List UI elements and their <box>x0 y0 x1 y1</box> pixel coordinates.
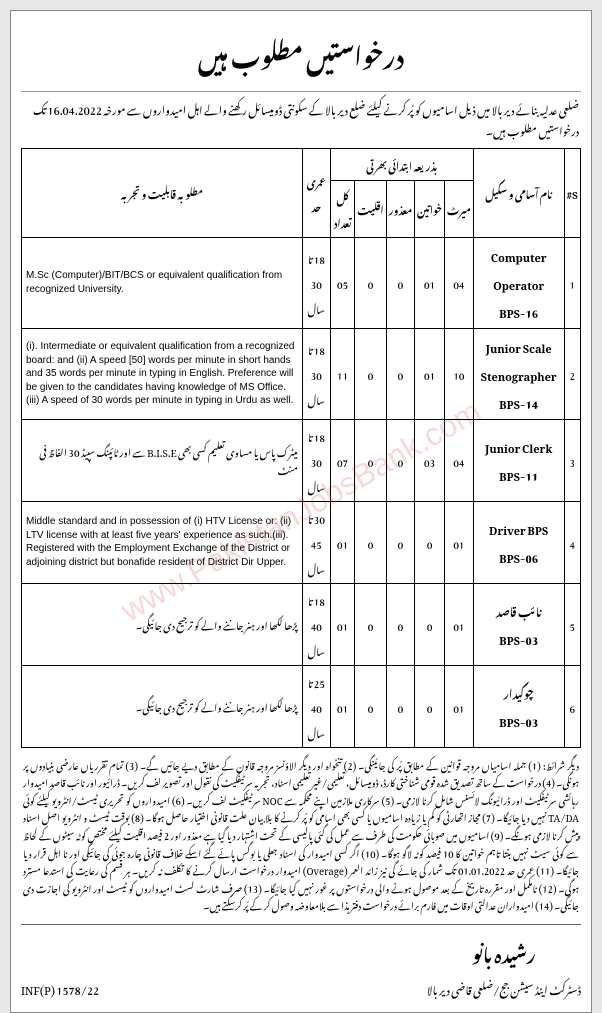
cell-post: Driver BPSBPS-06 <box>473 501 564 583</box>
col-women: خواتین <box>415 180 445 237</box>
col-merit: میرٹ <box>445 180 474 237</box>
table-row: 4Driver BPSBPS-06010000130 تا 45 سالMidd… <box>22 501 581 583</box>
intro-text: ضلعی عدلیہ بنائے دیر بالا میں ذیل اسامیو… <box>21 92 581 148</box>
cell-disabled: 0 <box>386 237 415 328</box>
cell-merit: 04 <box>445 419 474 501</box>
footer: رشیدہ بانو ڈسٹرکٹ اینڈ سیشن جج/ضلعی قاضی… <box>21 924 581 1002</box>
cell-sn: 5 <box>564 583 580 665</box>
cell-qual: پڑھا لکھا اور ہنر جاننے والے کو ترجیح دی… <box>22 583 303 665</box>
cell-total: 11 <box>330 328 355 419</box>
cell-sn: 4 <box>564 501 580 583</box>
cell-qual: M.Sc (Computer)/BIT/BCS or equivalent qu… <box>22 237 303 328</box>
reference-number: INF(P) 1578/22 <box>21 974 99 1002</box>
cell-women: 0 <box>415 583 445 665</box>
cell-disabled: 0 <box>386 665 415 747</box>
cell-post: Junior Scale StenographerBPS-14 <box>473 328 564 419</box>
col-minority: اقلیت <box>355 180 386 237</box>
col-disabled: معذور <box>386 180 415 237</box>
cell-age: 18 تا 30 سال <box>302 419 330 501</box>
cell-qual: پڑھا لکھا اور ہنر جاننے والے کو ترجیح دی… <box>22 665 303 747</box>
cell-qual: (i). Intermediate or equivalent qualific… <box>22 328 303 419</box>
table-row: 2Junior Scale StenographerBPS-1410010011… <box>22 328 581 419</box>
cell-women: 0 <box>415 665 445 747</box>
cell-post: Junior ClerkBPS-11 <box>473 419 564 501</box>
cell-sn: 2 <box>564 328 580 419</box>
col-sn: S# <box>564 148 580 237</box>
cell-disabled: 0 <box>386 328 415 419</box>
col-total: کل تعداد <box>330 180 355 237</box>
table-row: 3Junior ClerkBPS-110403000718 تا 30 سالم… <box>22 419 581 501</box>
vacancy-table: S# نام آسامی و سکیل بذریعہ ابتدائی بھرتی… <box>21 148 581 748</box>
table-row: 5نائب قاصدBPS-03010000118 تا 40 سالپڑھا … <box>22 583 581 665</box>
cell-age: 18 تا 30 سال <box>302 328 330 419</box>
cell-merit: 10 <box>445 328 474 419</box>
cell-merit: 01 <box>445 665 474 747</box>
cell-merit: 01 <box>445 501 474 583</box>
cell-disabled: 0 <box>386 583 415 665</box>
col-qual: مطلوبہ قابلیت و تجربہ <box>22 148 303 237</box>
signature-block: رشیدہ بانو ڈسٹرکٹ اینڈ سیشن جج/ضلعی قاضی… <box>427 929 581 1002</box>
cell-minority: 0 <box>355 419 386 501</box>
cell-age: 25 تا 40 سال <box>302 665 330 747</box>
signatory-name: رشیدہ بانو <box>427 929 581 974</box>
cell-disabled: 0 <box>386 419 415 501</box>
cell-qual: میٹرک پاس یا مساوی تعلیم کسی بھی B.I.S.E… <box>22 419 303 501</box>
cell-sn: 3 <box>564 419 580 501</box>
cell-minority: 0 <box>355 237 386 328</box>
col-age: عمری حد <box>302 148 330 237</box>
table-row: 1Computer OperatorBPS-160401000518 تا 30… <box>22 237 581 328</box>
document: www.PakistanJobsBank.com درخواستیں مطلوب… <box>10 10 592 1013</box>
cell-women: 0 <box>415 501 445 583</box>
cell-disabled: 0 <box>386 501 415 583</box>
cell-merit: 01 <box>445 583 474 665</box>
cell-women: 03 <box>415 419 445 501</box>
terms-text: دیگر شرائط: (1) جملہ اسامیاں مروجہ قوانی… <box>21 748 581 920</box>
cell-women: 01 <box>415 328 445 419</box>
signatory-title: ڈسٹرکٹ اینڈ سیشن جج/ضلعی قاضی دیر بالا <box>427 974 581 1002</box>
cell-total: 05 <box>330 237 355 328</box>
cell-total: 01 <box>330 665 355 747</box>
cell-age: 30 تا 45 سال <box>302 501 330 583</box>
col-recruit-group: بذریعہ ابتدائی بھرتی <box>330 148 473 180</box>
cell-minority: 0 <box>355 583 386 665</box>
cell-sn: 6 <box>564 665 580 747</box>
col-post: نام آسامی و سکیل <box>473 148 564 237</box>
cell-age: 18 تا 30 سال <box>302 237 330 328</box>
cell-minority: 0 <box>355 665 386 747</box>
cell-age: 18 تا 40 سال <box>302 583 330 665</box>
cell-sn: 1 <box>564 237 580 328</box>
cell-total: 07 <box>330 419 355 501</box>
cell-total: 01 <box>330 501 355 583</box>
cell-post: Computer OperatorBPS-16 <box>473 237 564 328</box>
cell-women: 01 <box>415 237 445 328</box>
cell-post: چوکیدارBPS-03 <box>473 665 564 747</box>
table-row: 6چوکیدارBPS-03010000125 تا 40 سالپڑھا لک… <box>22 665 581 747</box>
cell-minority: 0 <box>355 501 386 583</box>
cell-minority: 0 <box>355 328 386 419</box>
cell-merit: 04 <box>445 237 474 328</box>
page-title: درخواستیں مطلوب ہیں <box>21 19 581 92</box>
cell-qual: Middle standard and in possession of (i)… <box>22 501 303 583</box>
cell-total: 01 <box>330 583 355 665</box>
cell-post: نائب قاصدBPS-03 <box>473 583 564 665</box>
